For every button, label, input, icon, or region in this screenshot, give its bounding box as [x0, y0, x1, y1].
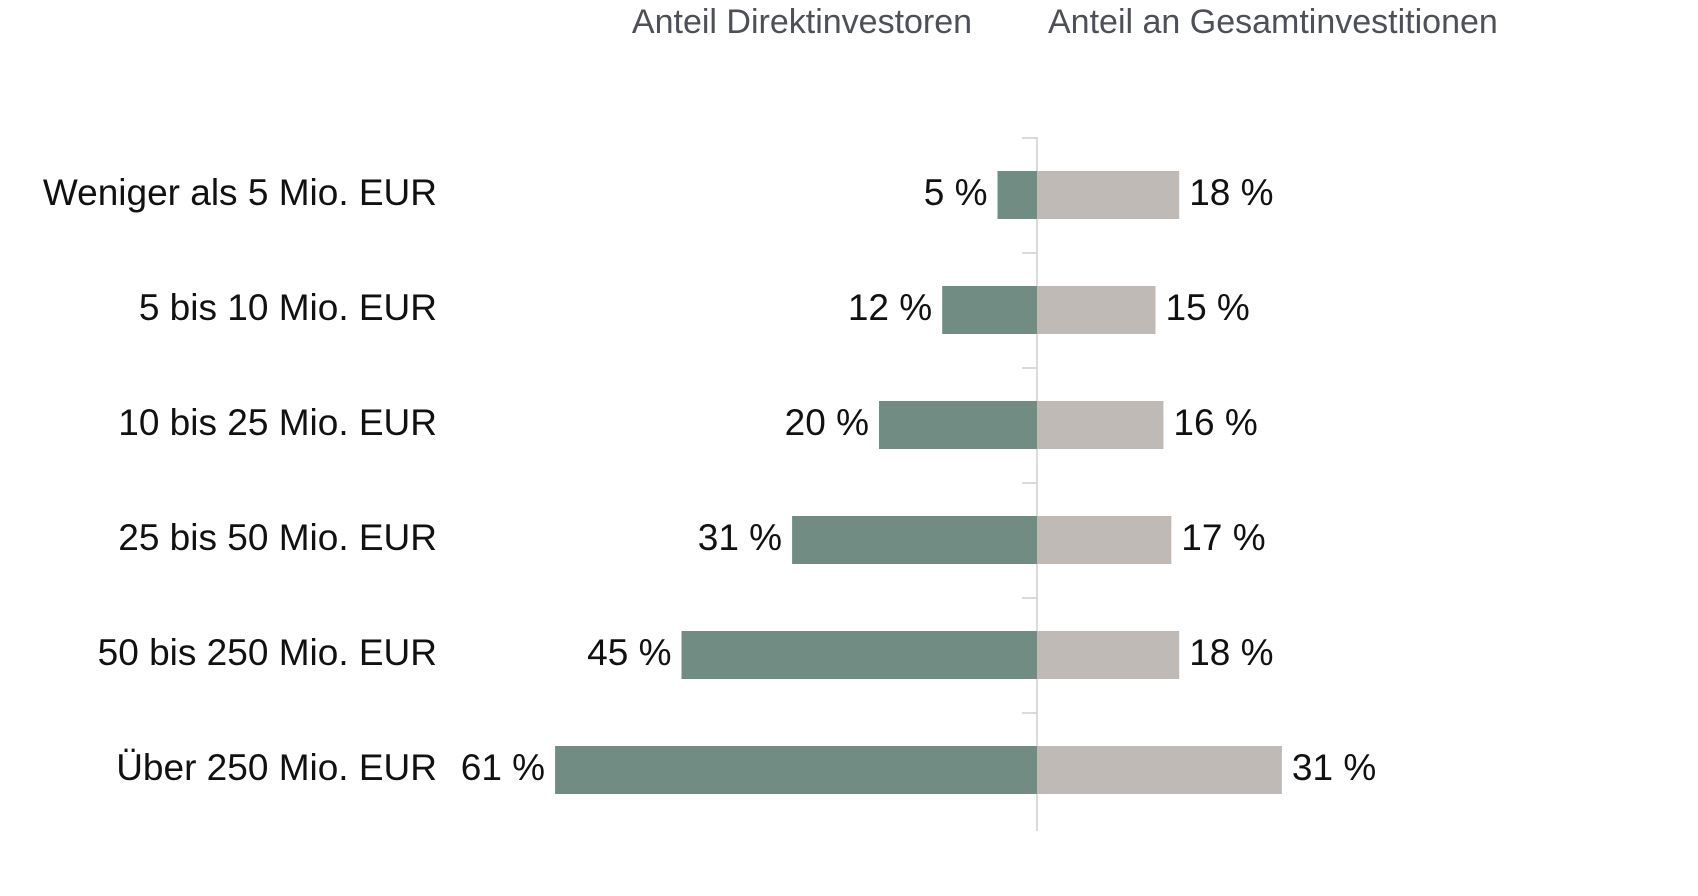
bar — [879, 401, 1037, 449]
value-label: 31 % — [698, 517, 782, 558]
bar — [1037, 171, 1180, 219]
bar — [681, 631, 1037, 679]
bar — [1037, 516, 1172, 564]
category-label: 10 bis 25 Mio. EUR — [118, 402, 437, 443]
value-label: 5 % — [924, 172, 988, 213]
value-label: 17 % — [1181, 517, 1265, 558]
category-label: 50 bis 250 Mio. EUR — [98, 632, 437, 673]
value-label: 15 % — [1166, 287, 1250, 328]
value-label: 18 % — [1189, 172, 1273, 213]
value-label: 16 % — [1173, 402, 1257, 443]
bar — [942, 286, 1037, 334]
bar — [1037, 746, 1282, 794]
value-label: 45 % — [587, 632, 671, 673]
legend-left: Anteil Direktinvestoren — [632, 3, 972, 41]
value-label: 20 % — [785, 402, 869, 443]
bar — [1037, 401, 1164, 449]
value-label: 18 % — [1189, 632, 1273, 673]
value-label: 31 % — [1292, 747, 1376, 788]
bar — [997, 171, 1037, 219]
value-label: 12 % — [848, 287, 932, 328]
legend-right: Anteil an Gesamtinvestitionen — [1048, 3, 1498, 41]
bar — [555, 746, 1037, 794]
bar — [1037, 631, 1180, 679]
category-label: 25 bis 50 Mio. EUR — [118, 517, 437, 558]
bar — [792, 516, 1037, 564]
value-label: 61 % — [461, 747, 545, 788]
category-label: Weniger als 5 Mio. EUR — [43, 172, 437, 213]
bar — [1037, 286, 1156, 334]
category-label: 5 bis 10 Mio. EUR — [139, 287, 437, 328]
category-label: Über 250 Mio. EUR — [116, 747, 437, 788]
